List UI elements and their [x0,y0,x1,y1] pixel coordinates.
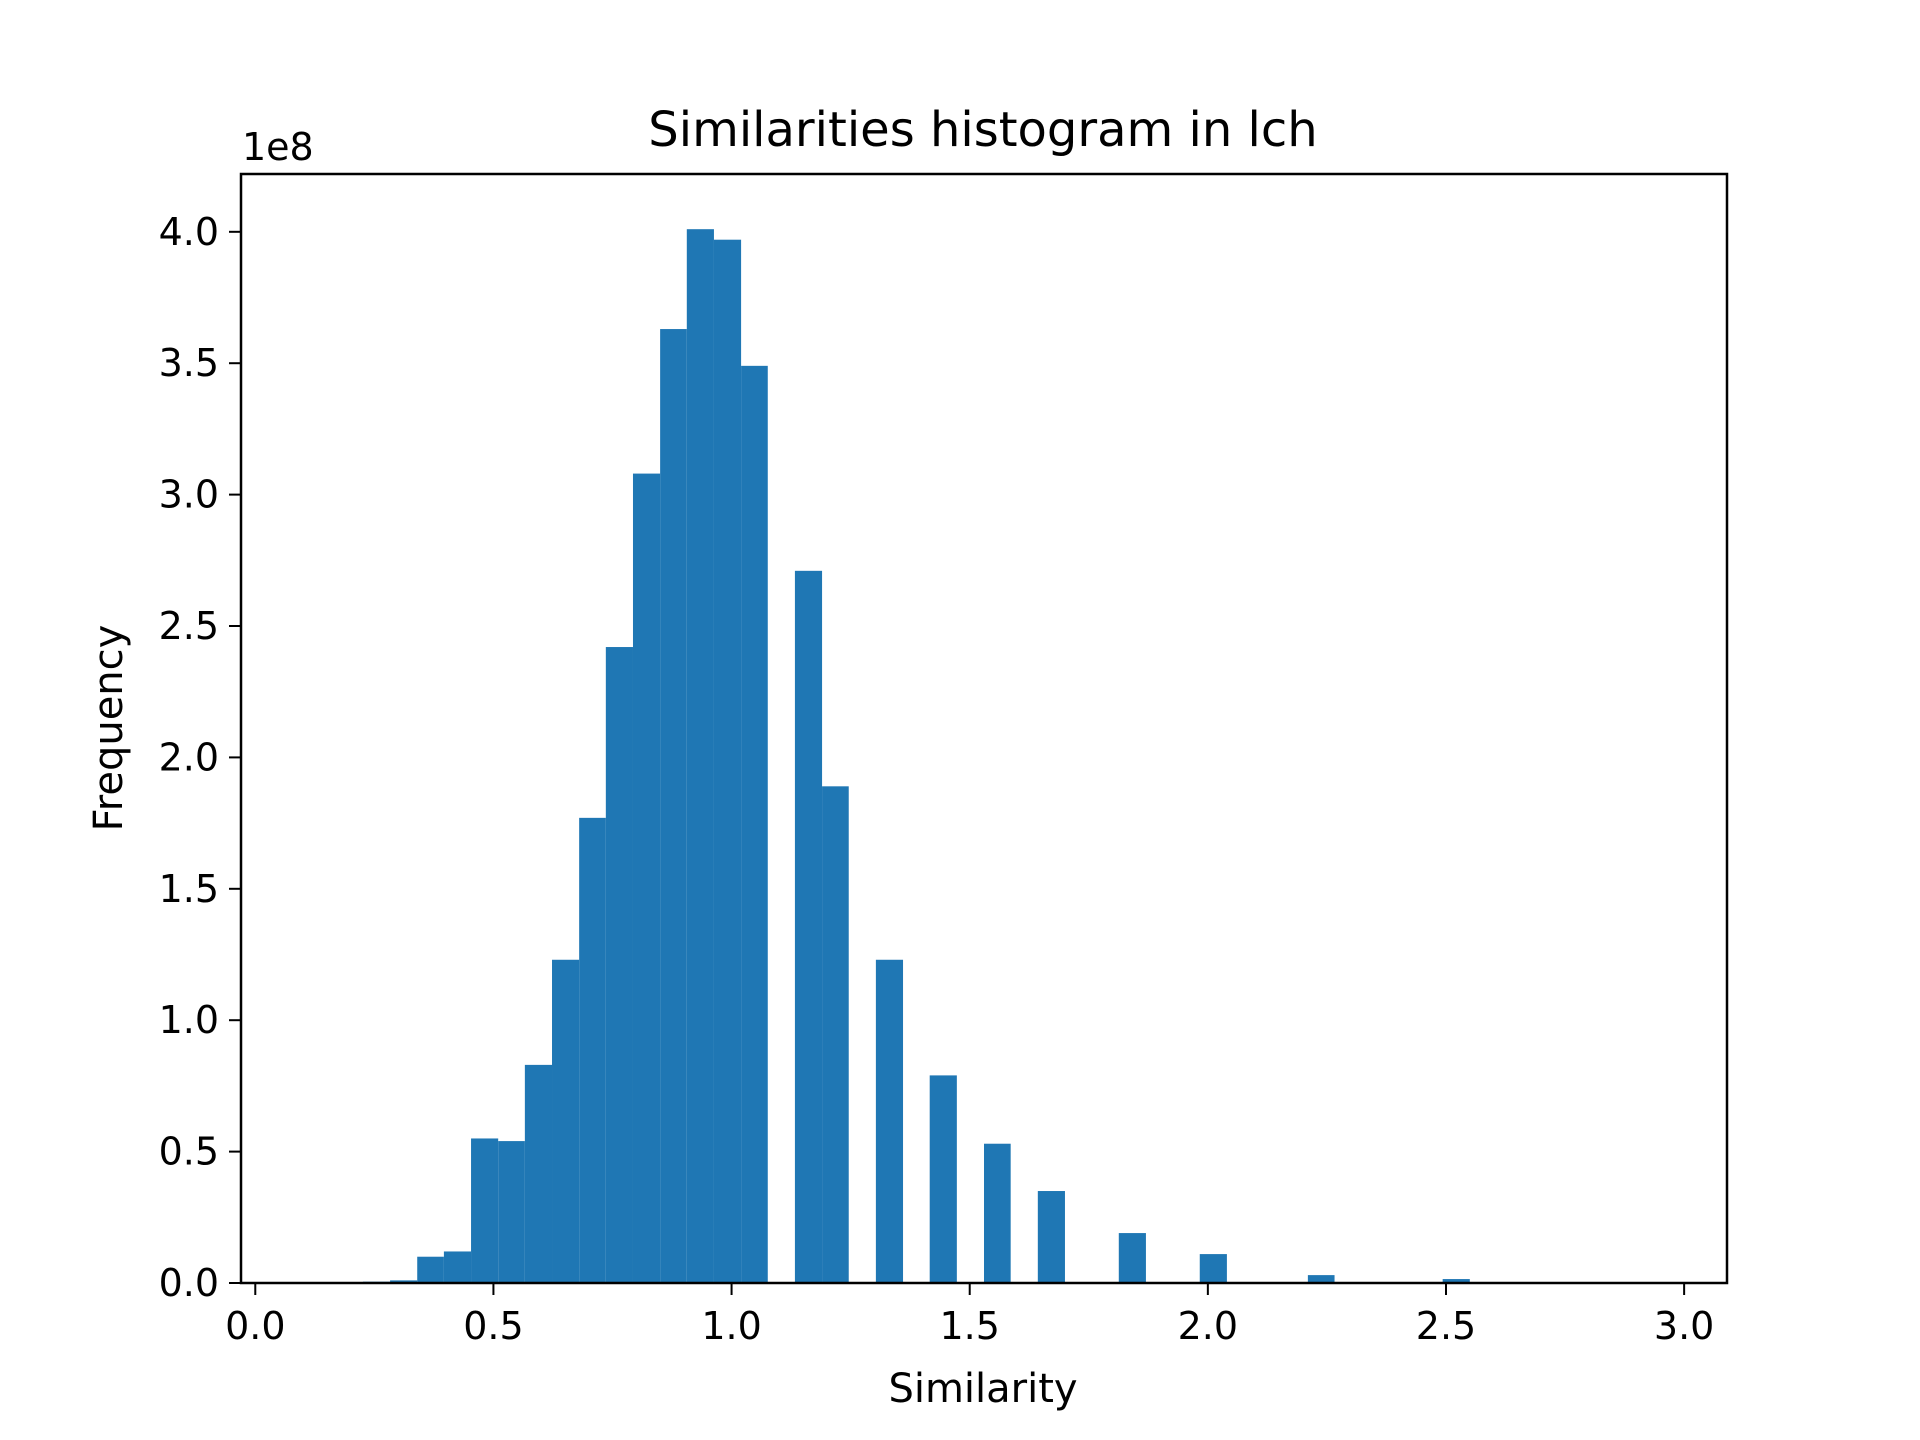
x-axis-ticks: 0.0 0.5 1.0 1.5 2.0 2.5 3.0 [225,1283,1714,1348]
histogram-bar-23 [1307,1275,1335,1283]
histogram-bar-22 [1199,1254,1227,1283]
x-tick-label-2: 1.0 [701,1304,761,1348]
histogram-bar-20 [1037,1191,1065,1283]
histogram-bar-24 [1442,1279,1470,1283]
histogram-bar-2 [417,1256,444,1283]
y-offset-label: 1e8 [242,125,314,169]
histogram-bar-19 [984,1143,1011,1283]
histogram-bar-11 [660,329,687,1283]
y-tick-label-7: 3.5 [159,341,219,385]
y-tick-label-3: 1.5 [159,867,219,911]
histogram-bar-18 [929,1075,957,1283]
bars-group [362,229,1470,1284]
y-tick-label-0: 0.0 [159,1261,219,1305]
y-tick-label-4: 2.0 [159,735,219,779]
histogram-bar-15 [794,570,823,1283]
histogram-bar-17 [875,959,904,1283]
y-axis-label: Frequency [86,625,132,832]
x-tick-label-6: 3.0 [1654,1304,1714,1348]
x-tick-label-5: 2.5 [1416,1304,1476,1348]
histogram-bar-16 [822,786,849,1283]
histogram-bar-3 [443,1251,472,1283]
y-tick-label-8: 4.0 [159,210,219,254]
histogram-bar-4 [471,1138,499,1283]
x-tick-label-4: 2.0 [1178,1304,1238,1348]
histogram-bar-5 [498,1141,525,1283]
histogram-bar-8 [579,817,606,1283]
x-tick-label-0: 0.0 [225,1304,285,1348]
histogram-bar-13 [713,239,742,1283]
histogram-bar-14 [741,365,768,1284]
x-tick-label-3: 1.5 [939,1304,999,1348]
histogram-bar-7 [552,959,580,1283]
histogram-bar-6 [524,1064,553,1283]
y-axis-ticks: 0.0 0.5 1.0 1.5 2.0 2.5 3.0 3.5 4.0 [159,210,241,1305]
histogram-bar-12 [686,229,714,1283]
histogram-bar-1 [390,1280,418,1283]
plot-area-frame [239,172,1729,1285]
chart-title: Similarities histogram in lch [648,102,1317,158]
y-tick-label-6: 3.0 [159,473,219,517]
x-tick-label-1: 0.5 [463,1304,523,1348]
y-tick-label-2: 1.0 [159,998,219,1042]
y-tick-label-5: 2.5 [159,604,219,648]
y-tick-label-1: 0.5 [159,1130,219,1174]
histogram-bar-9 [605,647,633,1283]
histogram-bar-10 [632,473,661,1284]
histogram-bar-21 [1118,1233,1146,1283]
x-axis-label: Similarity [888,1366,1077,1412]
